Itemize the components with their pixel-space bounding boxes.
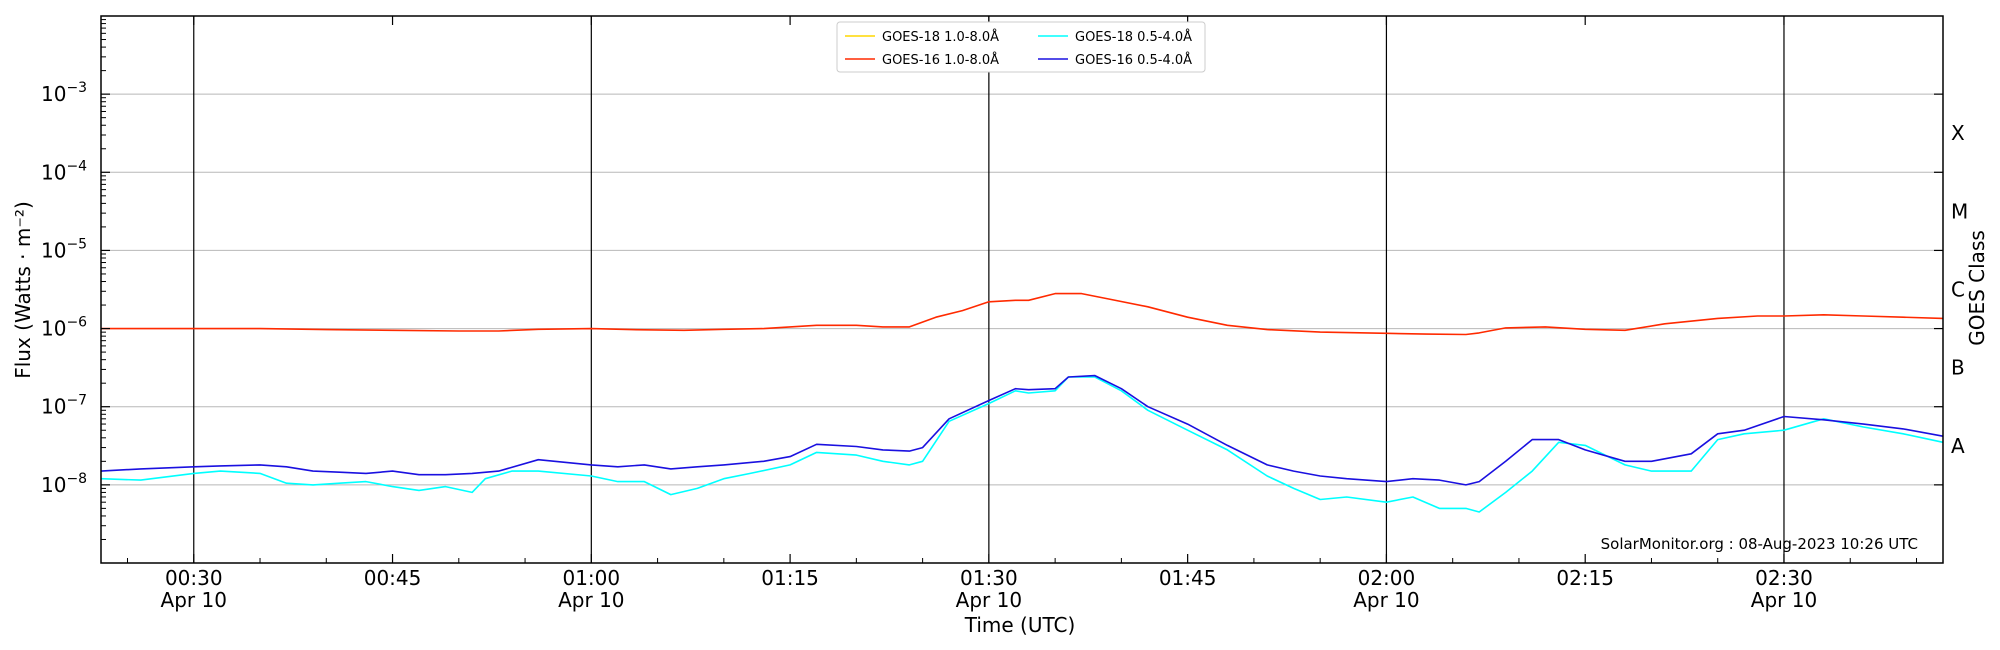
x-tick-date-label: Apr 10	[1751, 588, 1817, 612]
x-tick-date-label: Apr 10	[1353, 588, 1419, 612]
credit-text: SolarMonitor.org : 08-Aug-2023 10:26 UTC	[1601, 535, 1918, 553]
legend-box	[836, 21, 1206, 73]
y-axis-title: Flux (Watts · m⁻²)	[11, 201, 35, 379]
x-tick-time-label: 01:00	[562, 566, 620, 590]
x-tick-date-label: Apr 10	[161, 588, 227, 612]
x-tick-time-label: 01:15	[761, 566, 819, 590]
y-tick-label: 10−8	[41, 471, 87, 497]
x-tick-time-label: 02:00	[1358, 566, 1416, 590]
x-tick-date-label: Apr 10	[558, 588, 624, 612]
series-line-2	[100, 376, 1944, 513]
y-tick-label: 10−5	[41, 236, 87, 262]
goes-class-m: M	[1951, 199, 1968, 223]
legend: GOES-18 1.0-8.0Å GOES-16 1.0-8.0Å GOES-1…	[836, 21, 1206, 73]
y-tick-label: 10−3	[41, 80, 87, 106]
legend-label-goes18-short: GOES-18 0.5-4.0Å	[1075, 29, 1192, 45]
goes-class-c: C	[1951, 278, 1965, 302]
plot-frame	[100, 15, 1944, 564]
goes-class-labels: A B C M X	[1951, 121, 1968, 458]
grid-lines	[101, 93, 1943, 486]
goes-class-a: A	[1951, 434, 1965, 458]
flux-series	[100, 292, 1944, 513]
goes-class-x: X	[1951, 121, 1965, 145]
series-line-3	[100, 374, 1944, 486]
series-line-1	[101, 292, 1944, 336]
y-tick-label: 10−6	[41, 315, 87, 341]
legend-label-goes16-long: GOES-16 1.0-8.0Å	[882, 52, 999, 68]
y2-axis-title: GOES Class	[1965, 230, 1989, 346]
x-tick-time-label: 02:30	[1755, 566, 1813, 590]
x-tick-date-label: Apr 10	[956, 588, 1022, 612]
legend-label-goes18-long: GOES-18 1.0-8.0Å	[882, 29, 999, 45]
x-tick-time-label: 01:45	[1159, 566, 1217, 590]
legend-label-goes16-short: GOES-16 0.5-4.0Å	[1075, 52, 1192, 68]
day-marker-lines	[193, 16, 1785, 563]
x-tick-time-label: 00:30	[165, 566, 223, 590]
axis-ticks	[101, 16, 1943, 563]
x-tick-time-label: 01:30	[960, 566, 1018, 590]
x-tick-time-label: 00:45	[364, 566, 422, 590]
y-tick-label: 10−7	[41, 393, 87, 419]
y-tick-label: 10−4	[41, 158, 87, 184]
x-tick-time-label: 02:15	[1556, 566, 1614, 590]
x-axis-title: Time (UTC)	[964, 613, 1076, 637]
goes-class-b: B	[1951, 356, 1965, 380]
